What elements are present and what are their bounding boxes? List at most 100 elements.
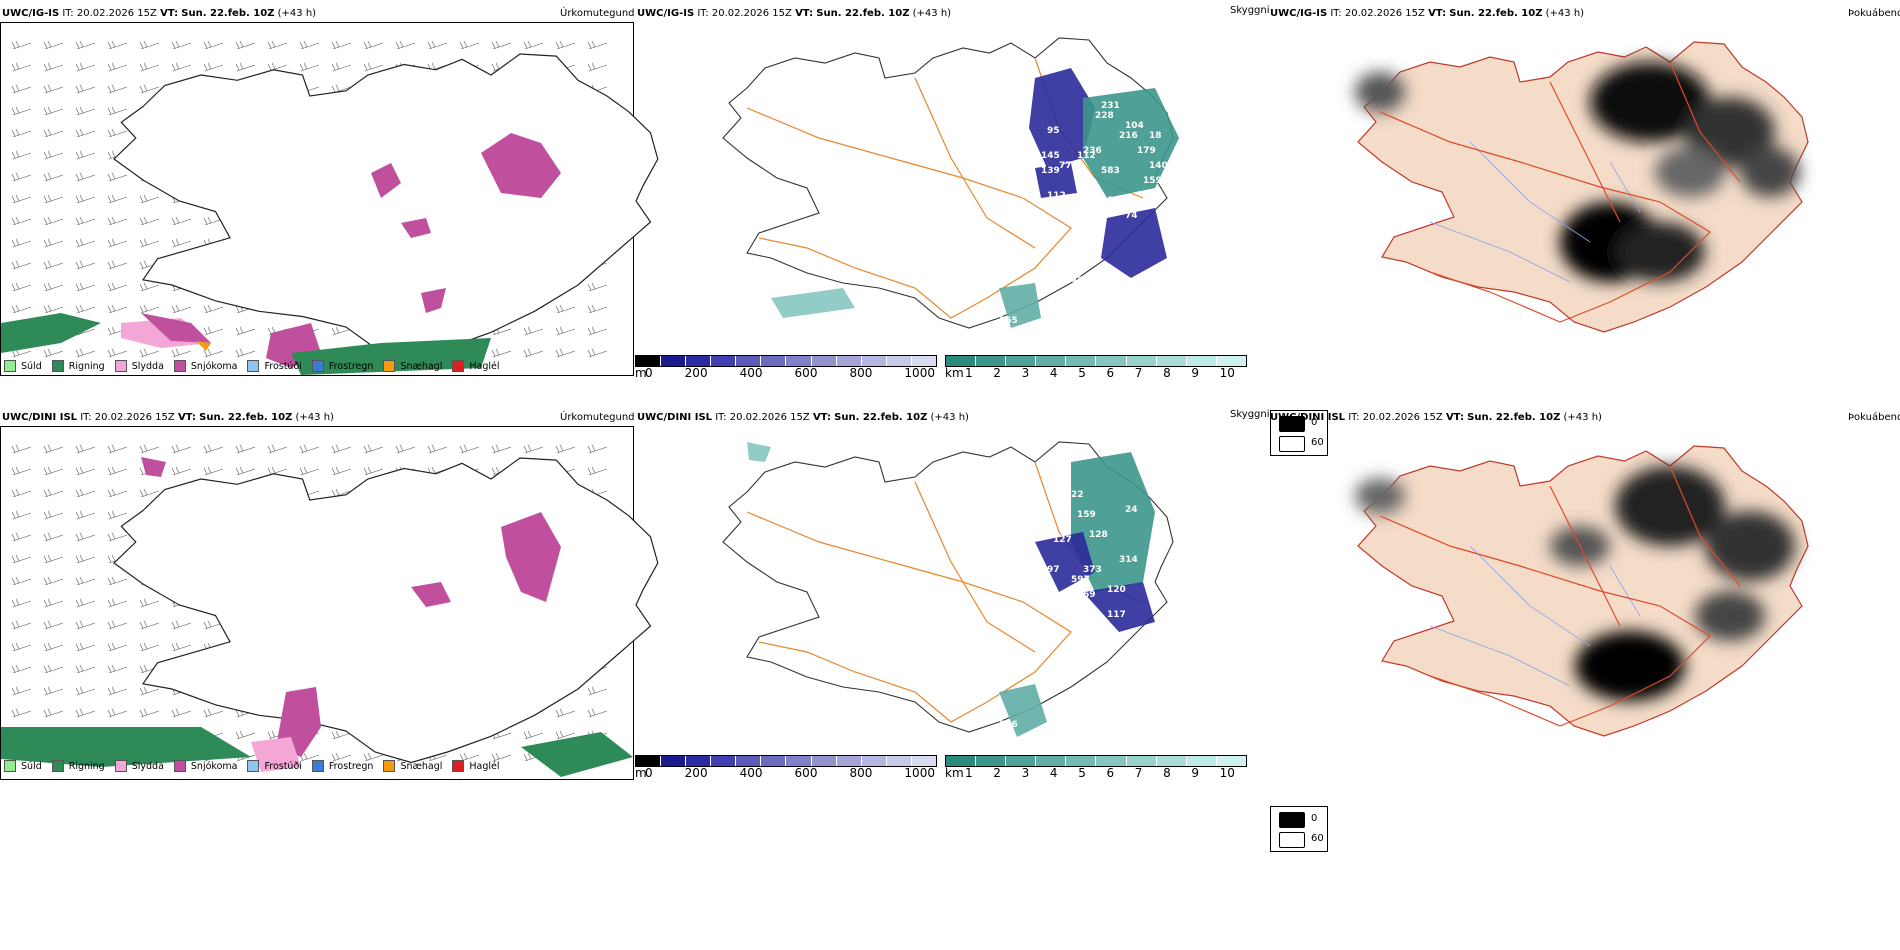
wind-barb	[43, 238, 64, 248]
colorbar-segment	[1126, 756, 1157, 766]
cloud-area	[747, 442, 771, 462]
cloud-cover-areas	[747, 442, 1155, 737]
wind-barb	[555, 348, 576, 358]
legend-swatch	[114, 760, 127, 772]
wind-barb	[587, 444, 608, 454]
lead-time: (+43 h)	[295, 412, 334, 423]
cloud-base-value: 140	[1065, 251, 1084, 261]
precip-area	[251, 737, 301, 772]
fog-area	[1355, 72, 1405, 112]
legend-swatch	[51, 760, 64, 772]
lead-time: (+43 h)	[930, 412, 969, 423]
wind-barb	[11, 686, 32, 696]
colorbar-segment	[661, 356, 687, 366]
wind-barb	[75, 238, 96, 248]
legend-item-haglél: Haglél	[452, 760, 500, 772]
cloud-base-value: 22	[1071, 490, 1084, 500]
road	[1669, 61, 1741, 183]
cloud-base-value: 112	[1077, 151, 1096, 161]
wind-barb	[43, 554, 64, 564]
wind-barb	[107, 106, 128, 116]
legend-item-súld: Súld	[4, 360, 42, 372]
cloud-cover-unit: km	[945, 766, 964, 780]
vt-label: VT:	[160, 8, 179, 19]
panel-header: UWC/IG-IS IT: 20.02.2026 15Z VT: Sun. 22…	[1270, 8, 1584, 19]
wind-barb	[11, 128, 32, 138]
fog-shading	[1355, 62, 1800, 282]
legend-item-rigning: Rigning	[51, 760, 105, 772]
colorbar-segment	[1186, 356, 1217, 366]
colorbar-tick: 800	[849, 766, 873, 780]
wind-barb	[43, 664, 64, 674]
cloud-base-value: 228	[1095, 111, 1114, 121]
colorbar-tick: 2	[993, 766, 1001, 780]
panel-header: UWC/DINI ISL IT: 20.02.2026 15Z VT: Sun.…	[637, 412, 969, 423]
iceland-land	[1357, 41, 1809, 333]
legend-label: Frostregn	[328, 360, 374, 372]
legend-item-slydda: Slydda	[114, 360, 164, 372]
fog-area	[1575, 631, 1685, 701]
wind-barb	[107, 598, 128, 608]
wind-barb	[235, 730, 256, 740]
colorbar-segment	[736, 756, 762, 766]
legend-item-frostúði: Frostúði	[247, 360, 302, 372]
wind-barb	[203, 466, 224, 476]
wind-barb	[107, 40, 128, 50]
wind-barb	[43, 84, 64, 94]
legend-item-snjókoma: Snjókoma	[173, 360, 237, 372]
legend-label: Frostregn	[328, 760, 374, 772]
wind-barb	[427, 444, 448, 454]
colorbar-tick: 5	[1078, 766, 1086, 780]
colorbar-segment	[1036, 756, 1067, 766]
wind-barb	[139, 40, 160, 50]
wind-barb	[75, 642, 96, 652]
cloud-base-value: 72	[1089, 610, 1102, 620]
wind-barb	[11, 554, 32, 564]
fog-area	[1590, 62, 1710, 142]
cloud-base-value: 80	[1041, 605, 1054, 615]
precip-map	[1, 444, 659, 777]
lead-time: (+43 h)	[912, 8, 952, 19]
colorbar-tick: 1000	[904, 366, 935, 380]
fog-swatch-60	[1279, 832, 1305, 848]
colorbar-segment	[761, 356, 787, 366]
wind-barb	[139, 282, 160, 292]
panel-header: UWC/DINI ISL IT: 20.02.2026 15Z VT: Sun.…	[2, 412, 334, 423]
precip-area	[411, 582, 451, 607]
wind-barb	[75, 194, 96, 204]
wind-barb	[363, 752, 384, 762]
wind-barb	[331, 40, 352, 50]
river	[1429, 545, 1641, 687]
road	[914, 481, 1036, 653]
wind-barb	[11, 216, 32, 226]
lead-time: (+43 h)	[1545, 8, 1585, 19]
fog-label: 0	[1311, 813, 1318, 824]
legend-item-rigning: Rigning	[51, 360, 105, 372]
wind-barb	[203, 348, 224, 358]
wind-barb	[107, 216, 128, 226]
wind-barb	[523, 348, 544, 358]
cloud-base-value: 763	[981, 301, 1000, 311]
colorbar-segment	[1006, 356, 1037, 366]
wind-barb	[11, 62, 32, 72]
cloud-base-unit: m	[635, 766, 647, 780]
fog-area	[1705, 511, 1795, 581]
legend-label: Súld	[21, 360, 42, 372]
colorbar-segment	[711, 756, 737, 766]
colorbar-tick: 1	[965, 766, 973, 780]
fog-swatch-60	[1279, 436, 1305, 452]
colorbar-segment	[736, 356, 762, 366]
model-name: UWC/DINI ISL	[637, 412, 713, 423]
fog-label: 60	[1311, 437, 1324, 448]
colorbar-tick: 1	[965, 366, 973, 380]
cloud-base-value: 140	[1149, 161, 1168, 171]
wind-barb	[75, 106, 96, 116]
cloud-base-value: 159	[1077, 510, 1096, 520]
it-label: IT:	[62, 8, 74, 19]
wind-barb	[555, 730, 576, 740]
wind-barb	[11, 488, 32, 498]
precip-type-title: Úrkomutegund	[560, 8, 635, 19]
legend-swatch	[311, 360, 324, 372]
fog-panel: UWC/DINI ISL IT: 20.02.2026 15Z VT: Sun.…	[1270, 404, 1900, 778]
